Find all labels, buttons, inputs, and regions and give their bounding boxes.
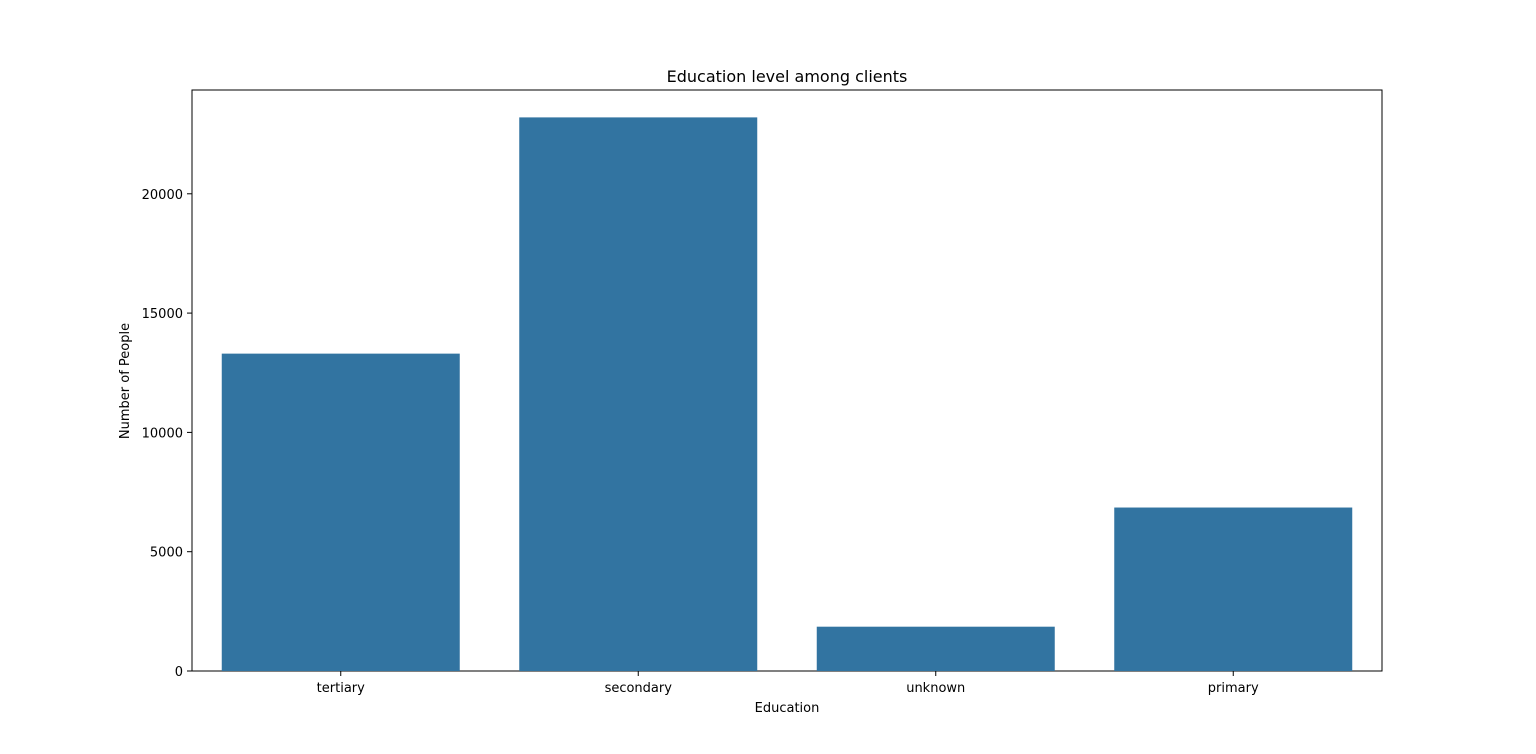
x-tick-label: primary — [1208, 681, 1259, 696]
x-axis-label: Education — [755, 701, 820, 716]
chart-title: Education level among clients — [667, 67, 908, 86]
y-tick-label: 0 — [175, 665, 183, 680]
x-tick-label: unknown — [906, 681, 965, 696]
bar-unknown — [816, 626, 1055, 671]
x-tick-label: secondary — [605, 681, 673, 696]
y-tick-label: 15000 — [142, 307, 183, 322]
y-axis: 0 5000 10000 15000 20000 — [142, 188, 192, 680]
bar-tertiary — [221, 353, 460, 671]
y-axis-label: Number of People — [118, 323, 133, 439]
plot-area — [191, 89, 1383, 672]
x-axis: tertiary secondary unknown primary — [317, 671, 1259, 696]
y-tick-label: 10000 — [142, 426, 183, 441]
bar-secondary — [519, 117, 758, 671]
y-tick-label: 20000 — [142, 188, 183, 203]
bar-primary — [1114, 507, 1353, 671]
x-tick-label: tertiary — [317, 681, 365, 696]
y-tick-label: 5000 — [150, 546, 183, 561]
bars-group — [221, 117, 1353, 671]
